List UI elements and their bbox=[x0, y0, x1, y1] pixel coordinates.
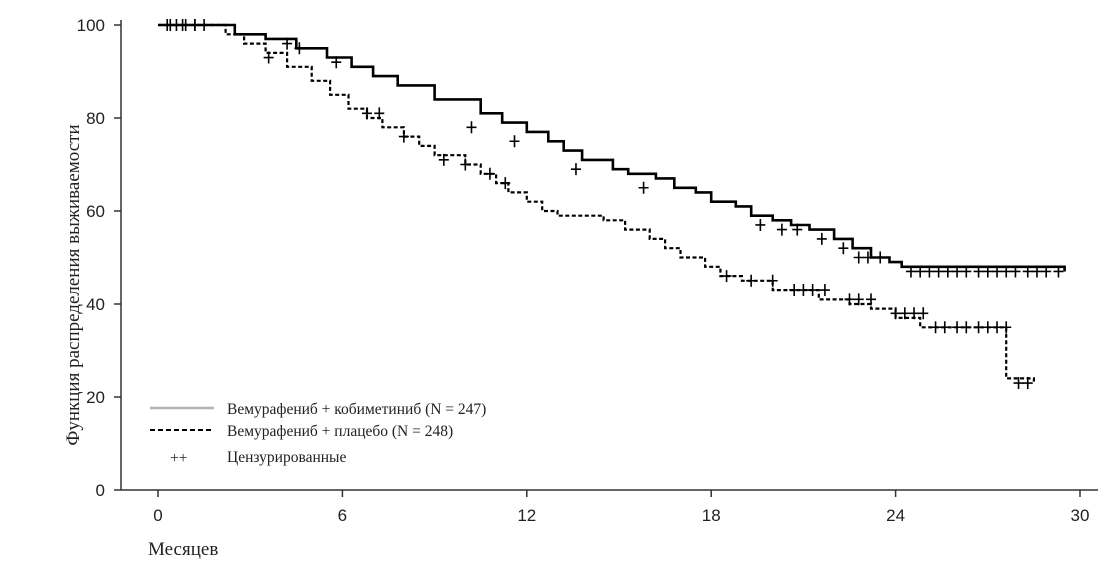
censor-mark bbox=[484, 167, 495, 180]
censor-mark bbox=[374, 107, 385, 120]
x-axis-title: Месяцев bbox=[148, 539, 218, 560]
censor-mark bbox=[294, 42, 305, 55]
censor-mark bbox=[952, 265, 963, 278]
censor-mark bbox=[798, 284, 809, 297]
censor-mark bbox=[844, 293, 855, 306]
censor-mark bbox=[1001, 321, 1012, 334]
censor-mark bbox=[282, 37, 293, 50]
legend-censored-symbol: ++ bbox=[170, 450, 187, 467]
censor-mark bbox=[939, 321, 950, 334]
censor-mark bbox=[982, 265, 993, 278]
series-line-placebo bbox=[158, 23, 1035, 384]
censor-mark bbox=[638, 181, 649, 194]
censor-mark bbox=[466, 121, 477, 134]
censor-mark bbox=[973, 265, 984, 278]
censor-mark bbox=[767, 274, 778, 287]
legend-label-combo: Вемурафениб + кобиметиниб (N = 247) bbox=[227, 401, 486, 418]
censor-mark bbox=[915, 265, 926, 278]
censor-mark bbox=[992, 321, 1003, 334]
x-tick-label: 30 bbox=[1071, 506, 1090, 525]
censor-mark bbox=[1022, 377, 1033, 390]
censor-mark bbox=[509, 135, 520, 148]
censor-mark bbox=[952, 321, 963, 334]
legend-label-placebo: Вемурафениб + плацебо (N = 248) bbox=[227, 423, 453, 440]
x-tick-label: 6 bbox=[338, 506, 347, 525]
y-tick-label: 40 bbox=[86, 295, 105, 314]
censor-mark bbox=[905, 265, 916, 278]
x-tick-label: 24 bbox=[886, 506, 905, 525]
censor-mark bbox=[189, 19, 200, 31]
censor-mark bbox=[438, 153, 449, 166]
censor-mark bbox=[973, 321, 984, 334]
censor-mark bbox=[361, 107, 372, 120]
censor-mark bbox=[1001, 265, 1012, 278]
censor-mark bbox=[982, 321, 993, 334]
censor-mark bbox=[398, 130, 409, 143]
censor-mark bbox=[1022, 265, 1033, 278]
y-tick-label: 100 bbox=[77, 16, 105, 35]
censor-mark bbox=[961, 265, 972, 278]
censor-mark bbox=[331, 56, 342, 69]
censor-mark bbox=[807, 284, 818, 297]
censor-mark bbox=[789, 284, 800, 297]
axes bbox=[114, 20, 1098, 497]
censor-mark bbox=[961, 321, 972, 334]
censor-mark bbox=[1041, 265, 1052, 278]
y-tick-label: 0 bbox=[96, 481, 105, 500]
censor-mark bbox=[1010, 265, 1021, 278]
censor-mark bbox=[1031, 265, 1042, 278]
series-lines bbox=[158, 23, 1066, 384]
y-axis-title: Функция распределения выживаемости bbox=[63, 124, 84, 445]
censor-mark bbox=[866, 293, 877, 306]
censor-mark bbox=[819, 284, 830, 297]
censor-mark bbox=[862, 251, 873, 264]
censor-mark bbox=[875, 251, 886, 264]
censor-mark bbox=[721, 270, 732, 283]
censor-mark bbox=[165, 19, 176, 31]
censor-mark bbox=[924, 265, 935, 278]
censor-mark bbox=[1053, 265, 1064, 278]
censor-mark bbox=[1013, 377, 1024, 390]
censor-mark bbox=[500, 177, 511, 190]
censor-mark bbox=[853, 293, 864, 306]
censor-mark bbox=[918, 307, 929, 320]
censor-mark bbox=[460, 158, 471, 171]
y-tick-label: 60 bbox=[86, 202, 105, 221]
x-tick-label: 12 bbox=[517, 506, 536, 525]
censor-mark bbox=[570, 163, 581, 176]
censor-mark bbox=[755, 218, 766, 231]
censor-mark bbox=[838, 242, 849, 255]
censor-mark bbox=[890, 307, 901, 320]
censor-mark bbox=[776, 223, 787, 236]
censor-mark bbox=[930, 321, 941, 334]
censor-mark bbox=[909, 307, 920, 320]
censor-mark bbox=[992, 265, 1003, 278]
tick-labels: 0 20 40 60 80 100 0 6 12 18 24 30 bbox=[77, 16, 1090, 525]
censor-mark bbox=[816, 232, 827, 245]
censor-mark bbox=[199, 19, 210, 31]
censor-mark bbox=[177, 19, 188, 31]
censor-mark bbox=[899, 307, 910, 320]
censor-mark bbox=[942, 265, 953, 278]
censor-mark bbox=[746, 274, 757, 287]
censor-marks bbox=[162, 19, 1064, 390]
y-tick-label: 20 bbox=[86, 388, 105, 407]
censor-mark bbox=[263, 51, 274, 64]
censor-mark bbox=[933, 265, 944, 278]
series-line-combo bbox=[158, 23, 1066, 272]
legend: Вемурафениб + кобиметиниб (N = 247) Вему… bbox=[150, 401, 486, 467]
legend-censored-label: Цензурированные bbox=[227, 449, 346, 466]
censor-mark bbox=[792, 223, 803, 236]
censor-mark bbox=[853, 251, 864, 264]
y-tick-label: 80 bbox=[86, 109, 105, 128]
x-tick-label: 0 bbox=[153, 506, 162, 525]
x-tick-label: 18 bbox=[702, 506, 721, 525]
